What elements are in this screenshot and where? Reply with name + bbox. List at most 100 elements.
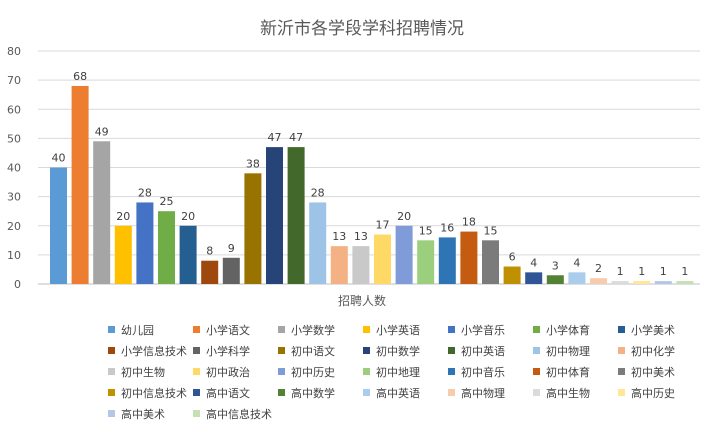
data-label: 15 [419,224,433,237]
legend-swatch [193,347,200,354]
y-tick-label: 70 [7,74,21,87]
legend-swatch [278,389,285,396]
bar [158,211,175,284]
legend-swatch [108,347,115,354]
legend-swatch [448,368,455,375]
data-label: 20 [397,210,411,223]
legend-label: 高中历史 [631,386,675,400]
legend-swatch [448,389,455,396]
data-label: 68 [73,70,87,83]
legend-item: 高中历史 [618,382,703,403]
legend-swatch [533,347,540,354]
y-tick-label: 40 [7,162,21,175]
legend-item: 初中化学 [618,340,703,361]
data-label: 18 [462,216,476,229]
bar [222,257,240,284]
legend-swatch [108,326,115,333]
legend-swatch [448,326,455,333]
data-label: 28 [311,186,325,199]
legend-swatch [533,326,540,333]
bar [330,246,348,284]
y-axis: 0 10 20 30 40 50 60 70 80 [7,45,21,291]
legend-label: 初中历史 [291,365,335,379]
legend-swatch [618,326,625,333]
legend-swatch [363,368,370,375]
data-label: 1 [638,265,645,278]
bar [568,272,586,284]
data-label: 6 [509,251,516,264]
legend-label: 高中英语 [376,386,420,400]
legend-swatch [278,368,285,375]
bar [482,240,499,284]
bar [309,202,327,284]
legend-item: 初中政治 [193,361,278,382]
bars [50,85,694,284]
bar [136,202,154,284]
legend-label: 小学数学 [291,323,335,337]
legend-item: 高中信息技术 [193,403,278,424]
bar [71,85,89,284]
bar [50,167,67,284]
legend-label: 初中信息技术 [121,386,187,400]
legend-label: 初中地理 [376,365,420,379]
legend-item: 小学信息技术 [108,340,193,361]
legend-item: 小学美术 [618,319,703,340]
legend-label: 高中语文 [206,386,250,400]
legend-row: 幼儿园 小学语文 小学数学 小学英语 小学音乐 小学体育 小学美术 [108,319,718,340]
y-tick-label: 60 [7,103,21,116]
legend-swatch [533,368,540,375]
data-label: 1 [617,265,624,278]
legend-swatch [193,410,200,417]
legend-label: 小学语文 [206,323,250,337]
legend-item: 初中英语 [448,340,533,361]
x-axis-label: 招聘人数 [338,293,386,308]
legend-item: 高中生物 [533,382,618,403]
legend-swatch [278,326,285,333]
bar [417,240,435,284]
bar [438,237,456,284]
data-label: 20 [116,210,130,223]
data-label: 47 [289,131,303,144]
legend-item: 高中数学 [278,382,363,403]
data-label: 4 [530,256,537,269]
data-label: 9 [228,242,235,255]
chart-title: 新沂市各学段学科招聘情况 [260,19,464,39]
legend-label: 高中数学 [291,386,335,400]
data-label: 1 [660,265,667,278]
legend-label: 小学体育 [546,323,590,337]
legend-label: 高中生物 [546,386,590,400]
legend-label: 初中化学 [631,344,675,358]
data-label: 15 [484,224,498,237]
legend-item: 小学英语 [363,319,448,340]
legend-swatch [363,347,370,354]
bar [244,173,262,284]
bar [179,225,197,284]
legend-item: 小学语文 [193,319,278,340]
legend-item: 初中体育 [533,361,618,382]
legend-label: 初中英语 [461,344,505,358]
legend-label: 初中政治 [206,365,250,379]
y-tick-label: 20 [7,220,21,233]
legend-item: 初中地理 [363,361,448,382]
legend-label: 小学英语 [376,323,420,337]
bar [525,272,543,284]
legend-label: 小学信息技术 [121,344,187,358]
legend-item: 小学科学 [193,340,278,361]
legend-item: 初中美术 [618,361,703,382]
legend-row: 初中信息技术 高中语文 高中数学 高中英语 高中物理 高中生物 高中历史 [108,382,718,403]
legend-item: 幼儿园 [108,319,193,340]
bar [546,275,564,284]
bar [676,281,694,284]
legend-item: 初中历史 [278,361,363,382]
legend-label: 初中语文 [291,344,335,358]
legend-item: 初中物理 [533,340,618,361]
legend-item: 初中音乐 [448,361,533,382]
data-label: 28 [138,186,152,199]
legend-item: 高中物理 [448,382,533,403]
data-label: 47 [268,131,282,144]
data-label: 16 [440,221,454,234]
legend: 幼儿园 小学语文 小学数学 小学英语 小学音乐 小学体育 小学美术 小学信息技术 小学科学 初中语… [108,319,718,424]
legend-item: 高中语文 [193,382,278,403]
data-label: 13 [354,230,368,243]
